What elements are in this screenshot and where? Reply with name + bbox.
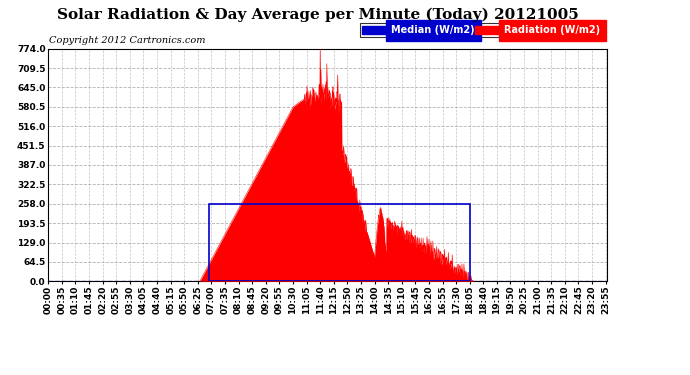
Legend: Median (W/m2), Radiation (W/m2): Median (W/m2), Radiation (W/m2) [360,23,602,37]
Bar [210,204,470,281]
Text: Solar Radiation & Day Average per Minute (Today) 20121005: Solar Radiation & Day Average per Minute… [57,8,578,22]
Text: Copyright 2012 Cartronics.com: Copyright 2012 Cartronics.com [50,36,206,45]
